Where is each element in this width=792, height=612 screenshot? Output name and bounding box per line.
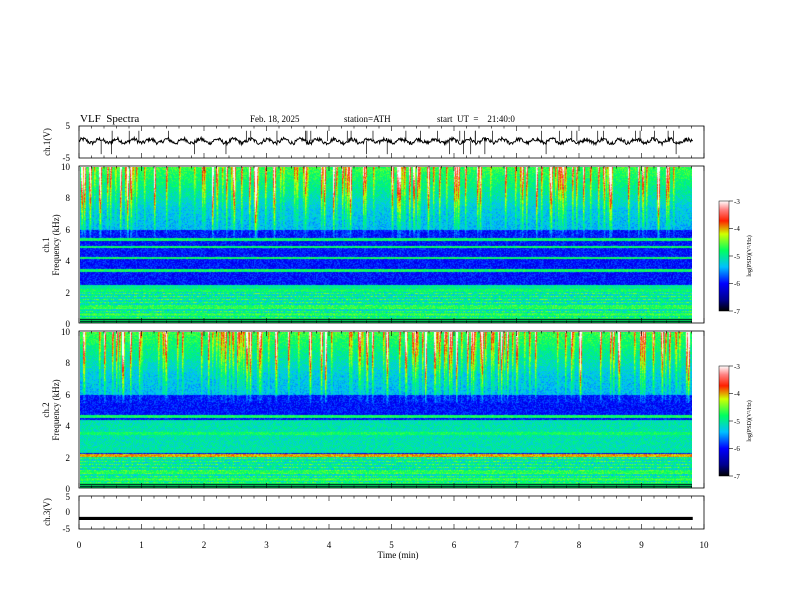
xtick-10: 10 [700, 540, 710, 550]
ch3-ytick-mid: 0 [66, 507, 71, 517]
time-axis-label: Time (min) [378, 550, 419, 560]
ch1-freq-tick-4: 4 [66, 256, 71, 266]
time-axis: 0 1 2 3 4 5 6 7 8 9 10 Time (min) [77, 540, 709, 560]
ch1-waveform-panel: 5 -5 ch.1(V) [42, 121, 705, 163]
ch2-freq-tick-4: 4 [66, 421, 71, 431]
xtick-7: 7 [514, 540, 519, 550]
ch2-spectrogram-panel: 10 8 6 4 2 0 Frequency (kHz) ch.2 [41, 327, 705, 494]
ch1-colorbar: -3 -4 -5 -6 -7 log(PSD)(V²/Hz) [718, 198, 753, 316]
ch2-cbar-tick-m4: -4 [734, 390, 740, 398]
ch1-spectrogram-image [80, 167, 692, 323]
ch2-freq-tick-0: 0 [66, 484, 71, 494]
figure-title: VLF Spectra [80, 113, 140, 125]
xtick-9: 9 [639, 540, 644, 550]
ch2-channel-label: ch.2 [41, 402, 51, 417]
station-label: station=ATH [344, 114, 391, 124]
ch3-ytick-top: 5 [66, 492, 71, 502]
ch1-cbar-tick-m4: -4 [734, 225, 740, 233]
ch2-freq-tick-6: 6 [66, 390, 71, 400]
ch1-freq-tick-6: 6 [66, 225, 71, 235]
ch1-spectrogram-panel: 10 8 6 4 2 0 Frequency (kHz) ch.1 [41, 162, 705, 329]
ch1-colorbar-label: log(PSD)(V²/Hz) [746, 235, 753, 276]
ch2-cbar-tick-m5: -5 [734, 418, 740, 426]
ch1-freq-tick-8: 8 [66, 193, 71, 203]
ch1-cbar-tick-m5: -5 [734, 253, 740, 261]
date-label: Feb. 18, 2025 [250, 114, 300, 124]
xtick-8: 8 [577, 540, 582, 550]
ch2-cbar-tick-m6: -6 [734, 445, 740, 453]
ch1-freq-tick-0: 0 [66, 319, 71, 329]
ch1-colorbar-gradient [718, 200, 730, 312]
ch1-spectrogram-ticks [78, 166, 705, 323]
ch1-waveform-ticks [78, 126, 705, 158]
ch2-freq-tick-10: 10 [61, 327, 71, 337]
ch1-ytick-top: 5 [66, 121, 71, 131]
ch1-waveform-spikes [100, 130, 677, 155]
ch3-ylabel: ch.3(V) [42, 498, 52, 526]
ch2-freq-ylabel: Frequency (kHz) [51, 379, 61, 440]
ch2-colorbar-ticks [729, 365, 733, 477]
xtick-5: 5 [389, 540, 394, 550]
ch2-cbar-tick-m7: -7 [734, 473, 740, 481]
ch1-freq-tick-2: 2 [66, 288, 71, 298]
ch2-spectrogram-canvas [80, 332, 692, 488]
ch1-colorbar-ticks [729, 200, 733, 312]
ch2-colorbar-label: log(PSD)(V²/Hz) [746, 400, 753, 441]
ch3-ytick-bottom: -5 [63, 524, 71, 534]
ch2-freq-tick-8: 8 [66, 358, 71, 368]
ch2-cbar-tick-m3: -3 [734, 363, 740, 371]
ch1-cbar-tick-m7: -7 [734, 308, 740, 316]
start-time-label: start UT = 21:40:0 [437, 114, 515, 124]
xtick-3: 3 [264, 540, 269, 550]
xtick-4: 4 [327, 540, 332, 550]
ch1-waveform-trace [78, 135, 693, 147]
xtick-0: 0 [77, 540, 82, 550]
ch3-waveform-ticks [78, 496, 705, 529]
xtick-2: 2 [202, 540, 207, 550]
ch1-freq-tick-10: 10 [61, 162, 71, 172]
ch3-waveform-panel: 5 0 -5 ch.3(V) [42, 492, 705, 534]
ch2-freq-tick-2: 2 [66, 453, 71, 463]
ch2-colorbar: -3 -4 -5 -6 -7 log(PSD)(V²/Hz) [718, 363, 753, 481]
ch1-channel-label: ch.1 [41, 237, 51, 252]
ch1-ylabel: ch.1(V) [42, 128, 52, 156]
ch2-spectrogram-ticks [78, 331, 705, 488]
xtick-1: 1 [139, 540, 144, 550]
ch1-freq-ylabel: Frequency (kHz) [51, 214, 61, 275]
ch2-colorbar-gradient [718, 365, 730, 477]
ch2-spectrogram-image [80, 332, 692, 488]
xtick-6: 6 [452, 540, 457, 550]
ch1-cbar-tick-m3: -3 [734, 198, 740, 206]
ch1-spectrogram-canvas [80, 167, 692, 323]
ch1-ytick-bottom: -5 [63, 153, 71, 163]
ch1-cbar-tick-m6: -6 [734, 280, 740, 288]
